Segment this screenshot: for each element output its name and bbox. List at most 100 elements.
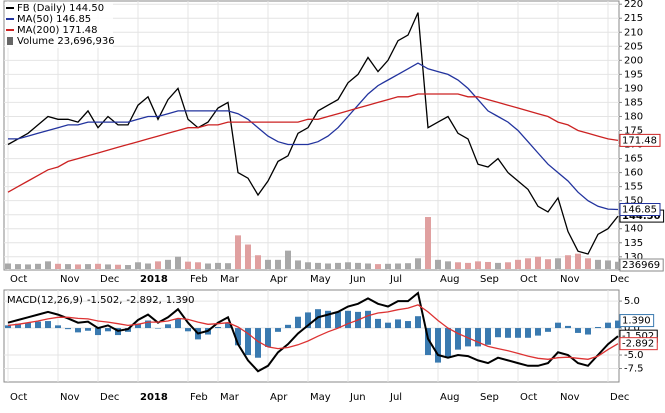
volume-bar <box>55 263 61 269</box>
volume-bar <box>155 261 161 269</box>
volume-bar <box>495 262 501 269</box>
volume-bar <box>135 262 141 269</box>
volume-bar <box>295 260 301 269</box>
macd-histogram-bar <box>185 328 191 332</box>
volume-bar <box>15 264 21 269</box>
volume-bar <box>485 261 491 269</box>
volume-bar <box>545 259 551 269</box>
macd-histogram-bar <box>165 324 171 329</box>
x-tick-label: Apr <box>270 392 288 403</box>
y-tick-label: 180 <box>624 111 643 122</box>
volume-bar <box>525 258 531 269</box>
macd-histogram-bar <box>145 320 151 329</box>
volume-bar <box>375 264 381 269</box>
volume-bar <box>115 264 121 269</box>
macd-histogram-bar <box>155 328 161 329</box>
y-tick-label: 175 <box>624 126 643 137</box>
macd-title: MACD(12,26,9) <box>7 295 83 306</box>
value-callout-box <box>619 133 661 147</box>
macd-histogram-bar <box>395 319 401 329</box>
macd-histogram-bar <box>505 328 511 338</box>
value-callout-box <box>619 258 664 272</box>
y-tick-label: -7.5 <box>624 364 644 375</box>
macd-histogram-bar <box>525 328 531 338</box>
macd-histogram-bar <box>375 318 381 329</box>
macd-histogram-bar <box>595 326 601 329</box>
y-tick-label: 150 <box>624 196 643 207</box>
macd-histogram-bar <box>345 310 351 329</box>
y-tick-label: 215 <box>624 13 643 24</box>
y-tick-label: 205 <box>624 41 643 52</box>
y-tick-label: 185 <box>624 97 643 108</box>
y-tick-label: 160 <box>624 168 643 179</box>
macd-histogram-bar <box>245 328 251 356</box>
macd-histogram-bar <box>415 316 421 329</box>
macd-histogram-bar <box>575 328 581 333</box>
macd-histogram-bar <box>335 311 341 329</box>
x-tick-label: Dec <box>100 392 119 403</box>
x-tick-label: Dec <box>100 274 119 285</box>
x-tick-label: Nov <box>60 392 80 403</box>
volume-bar <box>345 262 351 269</box>
series-line <box>7 291 619 373</box>
volume-bar <box>65 264 71 269</box>
macd-histogram-bar <box>445 328 451 358</box>
volume-bar <box>25 264 31 269</box>
value-callout: 144.50 <box>622 211 661 222</box>
volume-bar <box>565 255 571 269</box>
volume-bar <box>575 253 581 269</box>
macd-histogram-bar <box>585 328 591 335</box>
y-tick-label: 190 <box>624 83 643 94</box>
legend-label: -1.502, <box>87 295 122 306</box>
series-line <box>7 304 619 360</box>
volume-bar <box>75 264 81 269</box>
volume-bar <box>515 259 521 269</box>
macd-histogram-bar <box>425 328 431 356</box>
macd-histogram-bar <box>285 324 291 329</box>
value-callout-box <box>619 337 658 351</box>
volume-bar <box>455 262 461 269</box>
series-line <box>8 62 619 211</box>
volume-bar <box>215 262 221 269</box>
macd-histogram-bar <box>275 328 281 332</box>
volume-bar <box>85 264 91 269</box>
volume-bar <box>175 256 181 269</box>
volume-bar <box>305 262 311 269</box>
x-tick-label: May <box>310 274 331 285</box>
volume-bar <box>205 263 211 269</box>
macd-histogram-bar <box>135 323 141 329</box>
volume-bar <box>445 261 451 269</box>
volume-bar <box>105 264 111 269</box>
x-tick-label: Apr <box>270 274 288 285</box>
y-tick-label: 5.0 <box>624 296 640 307</box>
volume-bar <box>125 265 131 269</box>
y-tick-label: 165 <box>624 154 643 165</box>
x-tick-label: Nov <box>60 274 80 285</box>
macd-histogram-bar <box>55 325 61 329</box>
volume-bar <box>475 261 481 269</box>
legend-label: -2.892, <box>126 295 161 306</box>
x-tick-label: May <box>310 392 331 403</box>
x-tick-label: Jun <box>349 274 366 285</box>
value-callout: -2.892 <box>622 339 654 350</box>
volume-bar <box>265 259 271 269</box>
x-tick-label: Jul <box>389 392 402 403</box>
volume-bar <box>465 262 471 269</box>
macd-histogram-bar <box>105 328 111 332</box>
x-tick-label: Aug <box>440 274 460 285</box>
macd-histogram-bar <box>325 310 331 329</box>
volume-bar <box>35 263 41 269</box>
volume-bar <box>275 259 281 269</box>
macd-histogram-bar <box>255 328 261 358</box>
macd-histogram-bar <box>405 321 411 329</box>
y-tick-label: 195 <box>624 69 643 80</box>
volume-bar <box>255 255 261 269</box>
volume-bar <box>355 262 361 269</box>
volume-bar <box>425 217 431 269</box>
volume-bar <box>195 262 201 269</box>
macd-histogram-bar <box>35 321 41 329</box>
y-tick-label: 210 <box>624 27 643 38</box>
x-tick-label: Dec <box>610 274 629 285</box>
value-callout-box <box>619 314 655 328</box>
volume-bar <box>325 263 331 269</box>
